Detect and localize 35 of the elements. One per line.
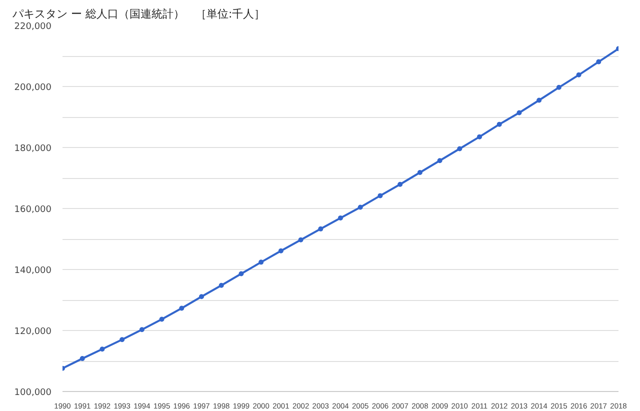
point <box>516 110 522 116</box>
point <box>496 122 502 127</box>
point <box>238 271 244 276</box>
point <box>358 204 363 210</box>
point <box>318 226 324 232</box>
chart-title: パキスタン ー 総人口（国連統計） ［単位:千人］ <box>12 8 266 20</box>
point <box>576 72 582 78</box>
point <box>80 356 85 362</box>
y-tick-label: 200,000 <box>14 83 52 93</box>
point <box>278 248 284 254</box>
point <box>417 170 422 176</box>
y-tick-label: 220,000 <box>14 22 52 32</box>
point <box>437 158 442 164</box>
point <box>179 306 184 311</box>
point <box>536 98 542 103</box>
point <box>120 337 125 342</box>
y-tick-label: 140,000 <box>14 266 52 276</box>
point <box>139 327 144 332</box>
point <box>159 316 164 322</box>
point <box>457 146 462 152</box>
point <box>258 260 264 265</box>
point <box>477 134 482 140</box>
y-tick-label: 100,000 <box>14 388 52 398</box>
point <box>199 294 204 300</box>
point <box>298 237 304 242</box>
y-tick-label: 120,000 <box>14 327 52 337</box>
point <box>378 193 383 198</box>
y-tick-label: 160,000 <box>14 205 52 215</box>
point <box>218 282 224 288</box>
point <box>556 84 562 90</box>
point <box>100 346 105 352</box>
point <box>596 59 602 64</box>
point <box>398 182 403 187</box>
point <box>338 215 343 220</box>
y-tick-label: 180,000 <box>14 144 52 154</box>
